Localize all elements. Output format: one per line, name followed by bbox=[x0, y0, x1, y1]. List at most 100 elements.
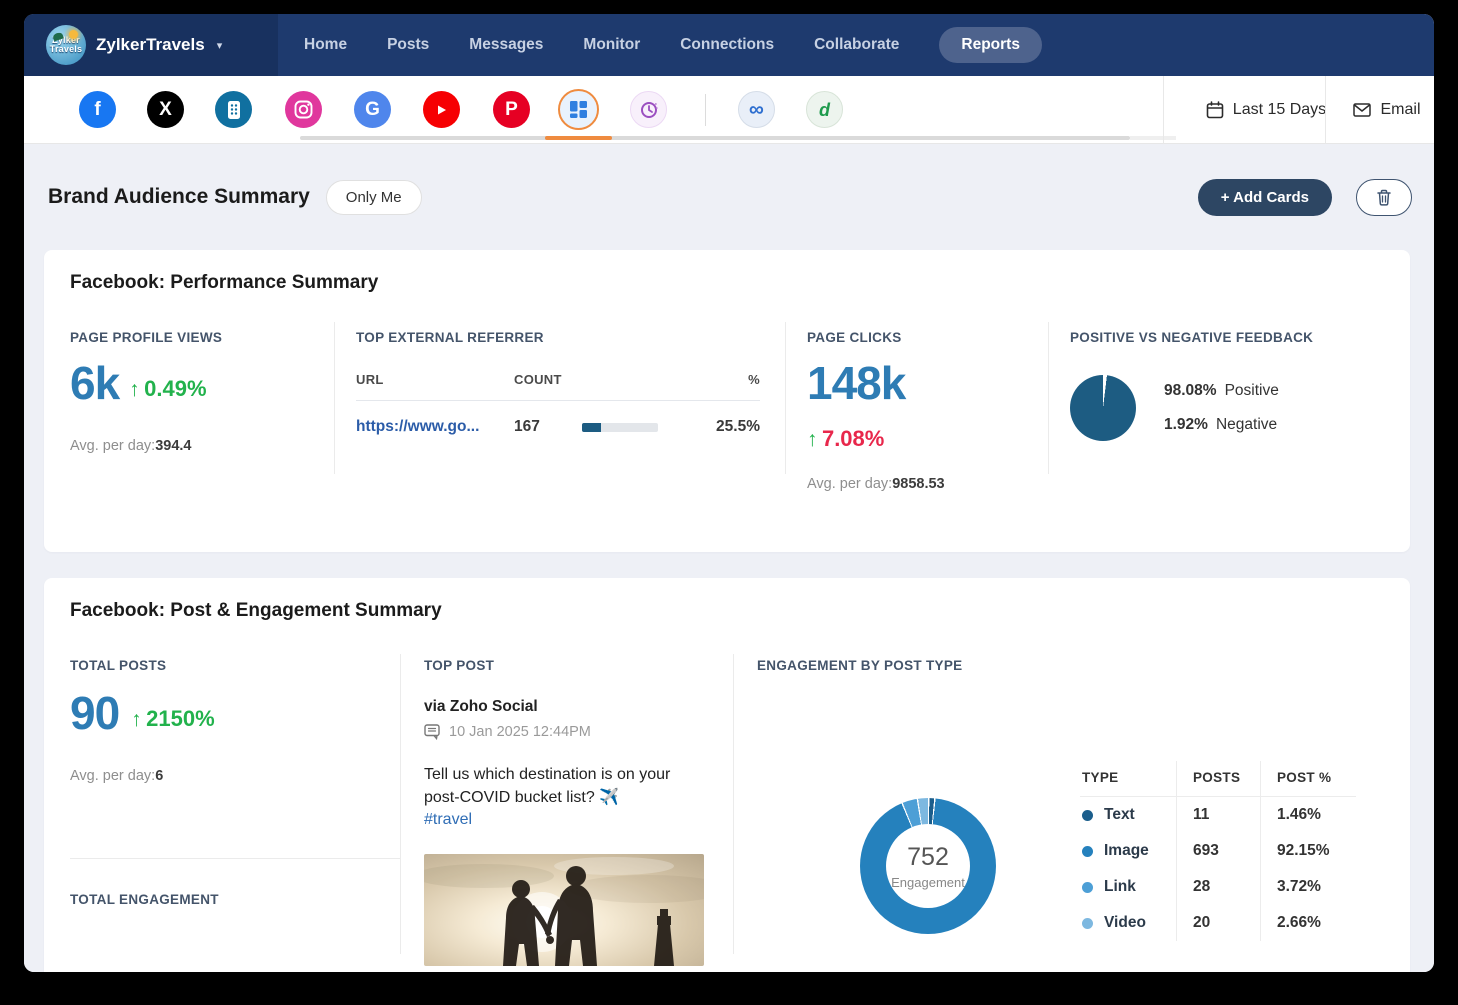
toolbar-divider bbox=[705, 94, 706, 126]
performance-summary-card: Facebook: Performance Summary PAGE PROFI… bbox=[44, 250, 1410, 552]
nav-collaborate[interactable]: Collaborate bbox=[814, 36, 900, 53]
channel-scheduler-icon[interactable] bbox=[630, 91, 667, 128]
facebook-glyph: f bbox=[94, 99, 101, 120]
visibility-badge[interactable]: Only Me bbox=[325, 179, 422, 215]
col-posts: POSTS bbox=[1176, 761, 1260, 797]
trend-up-icon: ↑ bbox=[807, 428, 818, 451]
nav-home[interactable]: Home bbox=[304, 36, 348, 53]
channel-zoho-desk-icon[interactable]: d bbox=[806, 91, 843, 128]
referrer-col-count: COUNT bbox=[514, 372, 562, 387]
play-icon bbox=[438, 105, 446, 114]
channel-instagram-icon[interactable] bbox=[285, 91, 322, 128]
referrer-bar bbox=[582, 422, 658, 432]
email-button[interactable]: Email bbox=[1340, 76, 1434, 144]
avg-per-day-label: Avg. per day: bbox=[70, 438, 156, 454]
metric-change: 7.08% bbox=[821, 426, 885, 451]
legend-positive: 98.08% Positive bbox=[1164, 382, 1279, 400]
section-divider bbox=[70, 858, 400, 859]
negative-label: Negative bbox=[1215, 416, 1278, 433]
app-window: Zylker Travels ZylkerTravels ▾ Home Post… bbox=[24, 14, 1434, 972]
metric-label: POSITIVE VS NEGATIVE FEEDBACK bbox=[1070, 330, 1314, 345]
referrer-url-link[interactable]: https://www.go... bbox=[356, 418, 480, 435]
legend-negative: 1.92% Negative bbox=[1164, 416, 1279, 434]
top-post-section: TOP POST via Zoho Social 10 Jan 2025 12:… bbox=[424, 658, 709, 966]
channel-scrollbar-end bbox=[1130, 136, 1176, 140]
main-nav: Home Posts Messages Monitor Connections … bbox=[304, 27, 1042, 63]
column-divider bbox=[733, 654, 734, 954]
email-label: Email bbox=[1380, 101, 1421, 118]
date-range-button[interactable]: Last 15 Days bbox=[1186, 76, 1346, 144]
brand-switcher[interactable]: Zylker Travels ZylkerTravels ▾ bbox=[24, 14, 278, 76]
referrer-pct: 25.5% bbox=[716, 418, 760, 435]
metric-value: 90 bbox=[70, 687, 120, 739]
table-row-pct: 1.46% bbox=[1260, 797, 1356, 833]
engagement-by-type-section: ENGAGEMENT BY POST TYPE 752 Engagement T… bbox=[757, 658, 1387, 941]
post-image[interactable] bbox=[424, 854, 704, 966]
legend-dot-image bbox=[1082, 845, 1093, 857]
avg-per-day-label: Avg. per day: bbox=[70, 768, 156, 784]
column-divider bbox=[334, 322, 335, 474]
chevron-down-icon: ▾ bbox=[216, 39, 223, 52]
top-external-referrer: TOP EXTERNAL REFERRER URL COUNT % https:… bbox=[356, 330, 760, 435]
metric-label: PAGE CLICKS bbox=[807, 330, 902, 345]
referrer-col-url: URL bbox=[356, 372, 384, 387]
x-glyph: X bbox=[159, 99, 172, 120]
add-cards-button[interactable]: + Add Cards bbox=[1197, 178, 1332, 216]
top-navigation-bar: Zylker Travels ZylkerTravels ▾ Home Post… bbox=[24, 14, 1434, 76]
card-title: Facebook: Post & Engagement Summary bbox=[70, 600, 442, 621]
brand-logo-text: Travels bbox=[49, 44, 83, 54]
comment-icon bbox=[424, 724, 440, 740]
post-timestamp: 10 Jan 2025 12:44PM bbox=[449, 724, 591, 740]
channel-dashboard-selected-icon[interactable] bbox=[558, 89, 599, 130]
nav-messages[interactable]: Messages bbox=[469, 36, 544, 53]
crm-glyph: ∞ bbox=[749, 98, 764, 121]
referrer-bar-fill bbox=[582, 422, 602, 432]
channel-youtube-icon[interactable] bbox=[423, 91, 460, 128]
table-row-type: Text bbox=[1080, 797, 1176, 833]
post-hashtag[interactable]: #travel bbox=[424, 811, 473, 829]
brand-logo: Zylker Travels bbox=[46, 25, 86, 65]
feedback-summary: POSITIVE VS NEGATIVE FEEDBACK 98.08% Posi… bbox=[1070, 330, 1390, 441]
toolbar-section-divider bbox=[1163, 76, 1164, 144]
channel-x-twitter-icon[interactable]: X bbox=[147, 91, 184, 128]
channel-google-business-icon[interactable]: G bbox=[354, 91, 391, 128]
table-row-pct: 92.15% bbox=[1260, 833, 1356, 869]
nav-monitor[interactable]: Monitor bbox=[583, 36, 641, 53]
col-type: TYPE bbox=[1080, 761, 1176, 797]
camera-icon bbox=[294, 100, 313, 119]
metric-value: 6k bbox=[70, 357, 120, 409]
channel-facebook-icon[interactable]: f bbox=[79, 91, 116, 128]
metric-label: ENGAGEMENT BY POST TYPE bbox=[757, 658, 963, 673]
nav-posts[interactable]: Posts bbox=[387, 36, 430, 53]
post-engagement-summary-card: Facebook: Post & Engagement Summary TOTA… bbox=[44, 578, 1410, 972]
donut-center-value: 752 bbox=[907, 842, 949, 871]
nav-connections[interactable]: Connections bbox=[680, 36, 775, 53]
page-header: Brand Audience Summary Only Me + Add Car… bbox=[48, 175, 1412, 219]
desk-glyph: d bbox=[819, 99, 830, 120]
nav-reports[interactable]: Reports bbox=[939, 27, 1042, 63]
total-engagement-label: TOTAL ENGAGEMENT bbox=[70, 892, 219, 907]
metric-value: 148k bbox=[807, 357, 906, 409]
channel-scrollbar[interactable] bbox=[300, 136, 1130, 140]
feedback-pie-chart bbox=[1070, 375, 1136, 441]
metric-label: TOP POST bbox=[424, 658, 495, 673]
avg-per-day-label: Avg. per day: bbox=[807, 476, 893, 492]
column-divider bbox=[400, 654, 401, 954]
page-clicks-metric: PAGE CLICKS 148k ↑ 7.08% Avg. per day:98… bbox=[807, 330, 1027, 492]
channel-zoho-crm-icon[interactable]: ∞ bbox=[738, 91, 775, 128]
channel-linkedin-company-icon[interactable] bbox=[215, 91, 252, 128]
email-icon bbox=[1353, 103, 1372, 117]
table-row-posts: 693 bbox=[1176, 833, 1260, 869]
brand-name: ZylkerTravels bbox=[96, 35, 205, 54]
table-row-pct: 3.72% bbox=[1260, 869, 1356, 905]
total-posts-metric: TOTAL POSTS 90 ↑ 2150% Avg. per day:6 TO… bbox=[70, 658, 400, 907]
channel-pinterest-icon[interactable]: P bbox=[493, 91, 530, 128]
building-icon bbox=[227, 100, 240, 119]
engagement-donut: 752 Engagement bbox=[860, 798, 996, 934]
donut-center-label: Engagement bbox=[891, 874, 965, 890]
avg-per-day-value: 394.4 bbox=[155, 438, 192, 454]
trash-icon bbox=[1377, 189, 1391, 206]
brand-logo-text: Zylker bbox=[52, 35, 80, 45]
trend-up-icon: ↑ bbox=[129, 378, 140, 401]
delete-dashboard-button[interactable] bbox=[1356, 178, 1412, 216]
